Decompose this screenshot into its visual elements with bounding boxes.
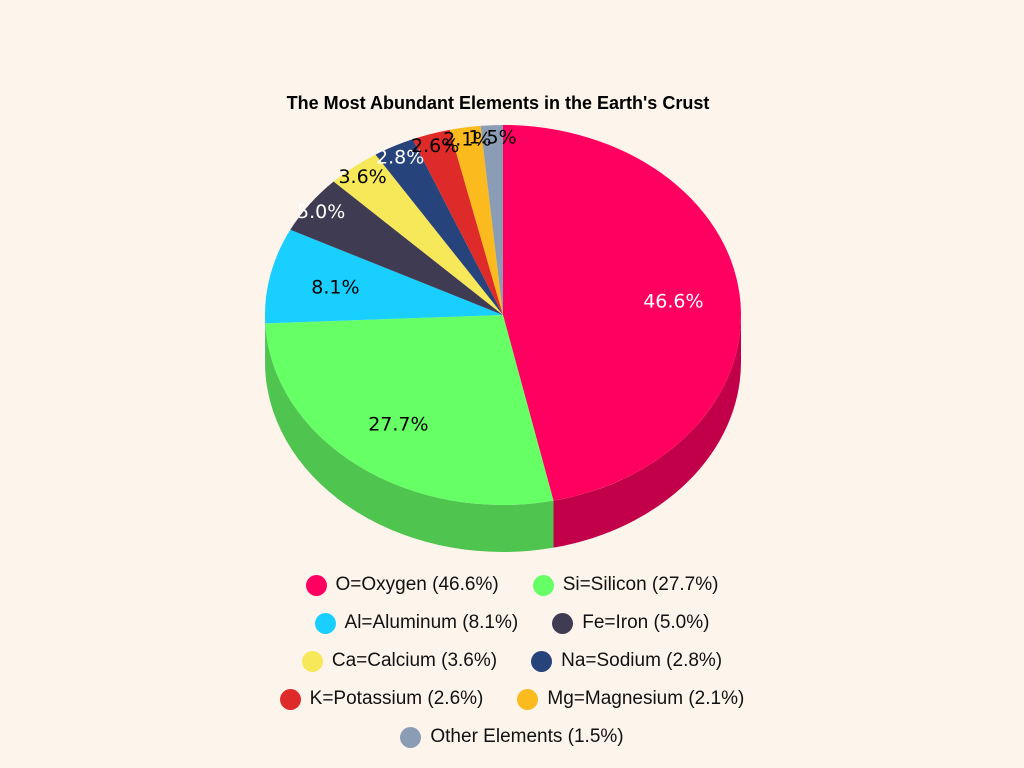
- legend-item-silicon[interactable]: Si=Silicon (27.7%): [532, 574, 719, 596]
- legend-marker: [305, 574, 327, 596]
- data-label-iron: 5.0%: [297, 201, 345, 223]
- legend-item-magnesium[interactable]: Mg=Magnesium (2.1%): [517, 688, 744, 710]
- legend-label: O=Oxygen (46.6%): [335, 574, 499, 595]
- legend-item-potassium[interactable]: K=Potassium (2.6%): [279, 688, 484, 710]
- data-label-potassium: 2.6%: [411, 135, 459, 157]
- pie-slice-other-elements[interactable]: [480, 125, 503, 315]
- data-label-oxygen: 46.6%: [643, 290, 703, 312]
- data-label-calcium: 3.6%: [338, 166, 386, 188]
- legend-label: Si=Silicon (27.7%): [562, 574, 719, 595]
- pie-slice-aluminum[interactable]: [265, 229, 503, 324]
- legend-marker: [532, 574, 554, 596]
- pie-chart: The Most Abundant Elements in the Earth'…: [265, 93, 741, 553]
- legend-marker: [517, 688, 539, 710]
- pie-slice-iron[interactable]: [290, 181, 503, 315]
- pie-slice-potassium[interactable]: [412, 129, 503, 315]
- legend-row: Al=Aluminum (8.1%) Fe=Iron (5.0%): [314, 604, 709, 642]
- legend-item-sodium[interactable]: Na=Sodium (2.8%): [531, 650, 722, 672]
- legend-item-iron[interactable]: Fe=Iron (5.0%): [552, 612, 709, 634]
- legend-row: O=Oxygen (46.6%) Si=Silicon (27.7%): [305, 566, 719, 604]
- legend: O=Oxygen (46.6%) Si=Silicon (27.7%) Al=Alu…: [0, 566, 1024, 756]
- pie-slice-sodium[interactable]: [375, 139, 503, 315]
- legend-label: K=Potassium (2.6%): [309, 688, 484, 709]
- data-label-silicon: 27.7%: [368, 413, 428, 435]
- legend-marker: [531, 650, 553, 672]
- data-label-other-elements: 1.5%: [468, 127, 516, 149]
- legend-label: Mg=Magnesium (2.1%): [547, 688, 745, 709]
- legend-marker: [314, 612, 336, 634]
- data-label-aluminum: 8.1%: [311, 276, 359, 298]
- data-label-sodium: 2.8%: [376, 146, 424, 168]
- pie-side-oxygen: [553, 315, 741, 548]
- pie-slice-oxygen[interactable]: [503, 125, 741, 501]
- legend-marker: [552, 612, 574, 634]
- pie-slice-magnesium[interactable]: [449, 125, 503, 315]
- pie-side-silicon: [265, 323, 554, 553]
- legend-label: Other Elements (1.5%): [430, 726, 624, 747]
- legend-marker: [301, 650, 323, 672]
- pie-slice-silicon[interactable]: [265, 315, 554, 505]
- legend-label: Ca=Calcium (3.6%): [331, 650, 498, 671]
- data-label-magnesium: 2.1%: [443, 129, 491, 151]
- legend-row: Ca=Calcium (3.6%) Na=Sodium (2.8%): [301, 642, 722, 680]
- legend-item-calcium[interactable]: Ca=Calcium (3.6%): [301, 650, 498, 672]
- legend-label: Na=Sodium (2.8%): [561, 650, 723, 671]
- legend-item-aluminum[interactable]: Al=Aluminum (8.1%): [314, 612, 519, 634]
- legend-item-other-elements[interactable]: Other Elements (1.5%): [400, 726, 624, 748]
- legend-item-oxygen[interactable]: O=Oxygen (46.6%): [305, 574, 499, 596]
- pie-slice-calcium[interactable]: [333, 154, 503, 315]
- legend-label: Fe=Iron (5.0%): [582, 612, 710, 633]
- legend-row: K=Potassium (2.6%) Mg=Magnesium (2.1%): [279, 680, 744, 718]
- legend-label: Al=Aluminum (8.1%): [344, 612, 519, 633]
- chart-title: The Most Abundant Elements in the Earth'…: [287, 93, 710, 113]
- legend-row: Other Elements (1.5%): [400, 718, 624, 756]
- legend-marker: [279, 688, 301, 710]
- legend-marker: [400, 726, 422, 748]
